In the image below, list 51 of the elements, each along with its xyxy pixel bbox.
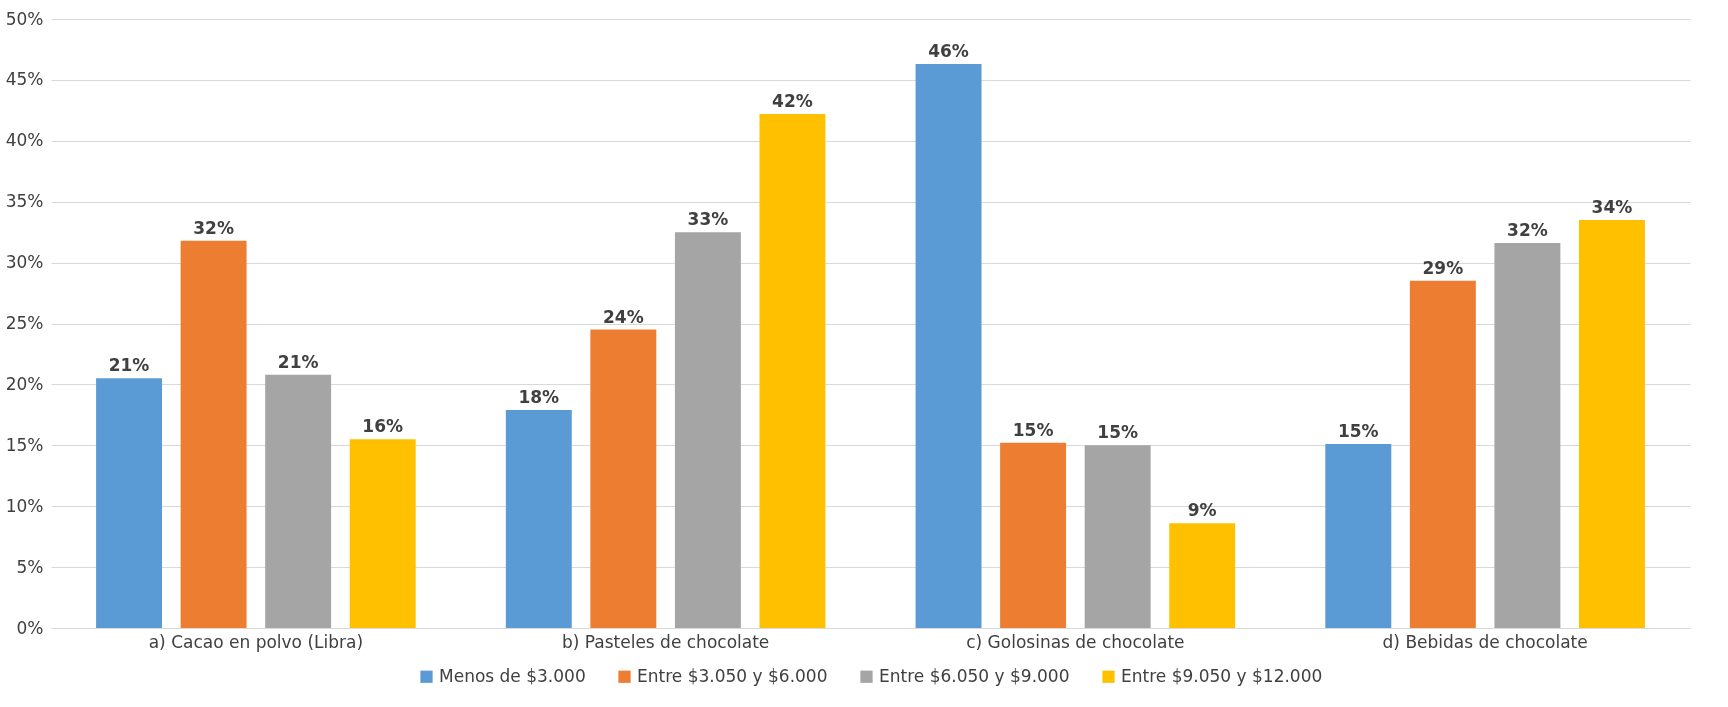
- y-tick-label: 30%: [5, 252, 44, 273]
- y-tick-label: 50%: [5, 8, 44, 29]
- bar: [915, 64, 982, 628]
- data-label: 16%: [362, 416, 404, 437]
- data-label: 42%: [772, 91, 813, 111]
- data-label: 24%: [603, 306, 644, 327]
- y-tick-label: 40%: [5, 130, 44, 151]
- bar: [505, 409, 572, 628]
- bar: [674, 232, 741, 628]
- x-tick-label: c) Golosinas de chocolate: [966, 631, 1185, 652]
- y-tick-label: 5%: [16, 556, 44, 577]
- bar: [1494, 243, 1561, 628]
- y-tick-label: 45%: [5, 69, 44, 90]
- data-label: 15%: [1097, 422, 1138, 443]
- data-label: 15%: [1012, 419, 1054, 440]
- bar: [759, 114, 826, 628]
- x-tick-label: d) Bebidas de chocolate: [1382, 631, 1588, 652]
- bar: [180, 240, 247, 628]
- data-label: 21%: [277, 351, 319, 372]
- data-label: 46%: [928, 41, 969, 62]
- x-tick-label: b) Pasteles de chocolate: [561, 631, 770, 652]
- bar: [590, 329, 657, 628]
- legend-label: Entre $9.050 y $12.000: [1121, 665, 1323, 686]
- y-tick-label: 15%: [5, 434, 44, 455]
- data-label: 29%: [1422, 257, 1464, 278]
- data-label: 18%: [518, 386, 560, 407]
- bar: [265, 374, 332, 628]
- data-label: 32%: [1507, 220, 1548, 241]
- legend-label: Entre $6.050 y $9.000: [879, 665, 1070, 686]
- bar: [1000, 442, 1067, 628]
- bar: [349, 439, 416, 628]
- data-label: 33%: [687, 209, 729, 230]
- legend-label: Menos de $3.000: [439, 665, 586, 686]
- x-tick-label: a) Cacao en polvo (Libra): [148, 631, 364, 652]
- y-tick-label: 25%: [5, 313, 44, 333]
- bar: [1169, 523, 1236, 628]
- y-tick-label: 0%: [16, 617, 44, 638]
- bar: [1409, 280, 1476, 628]
- data-label: 34%: [1591, 196, 1633, 217]
- legend-label: Entre $3.050 y $6.000: [637, 665, 828, 686]
- y-tick-label: 10%: [5, 495, 44, 516]
- bar: [96, 378, 163, 628]
- y-tick-label: 20%: [5, 373, 44, 394]
- data-label: 9%: [1187, 500, 1217, 521]
- data-label: 15%: [1337, 421, 1379, 442]
- y-tick-label: 35%: [5, 191, 44, 212]
- bar: [1578, 219, 1645, 628]
- bar: [1325, 444, 1392, 628]
- data-label: 32%: [193, 217, 234, 238]
- bar: [1084, 445, 1151, 628]
- data-label: 21%: [108, 355, 150, 376]
